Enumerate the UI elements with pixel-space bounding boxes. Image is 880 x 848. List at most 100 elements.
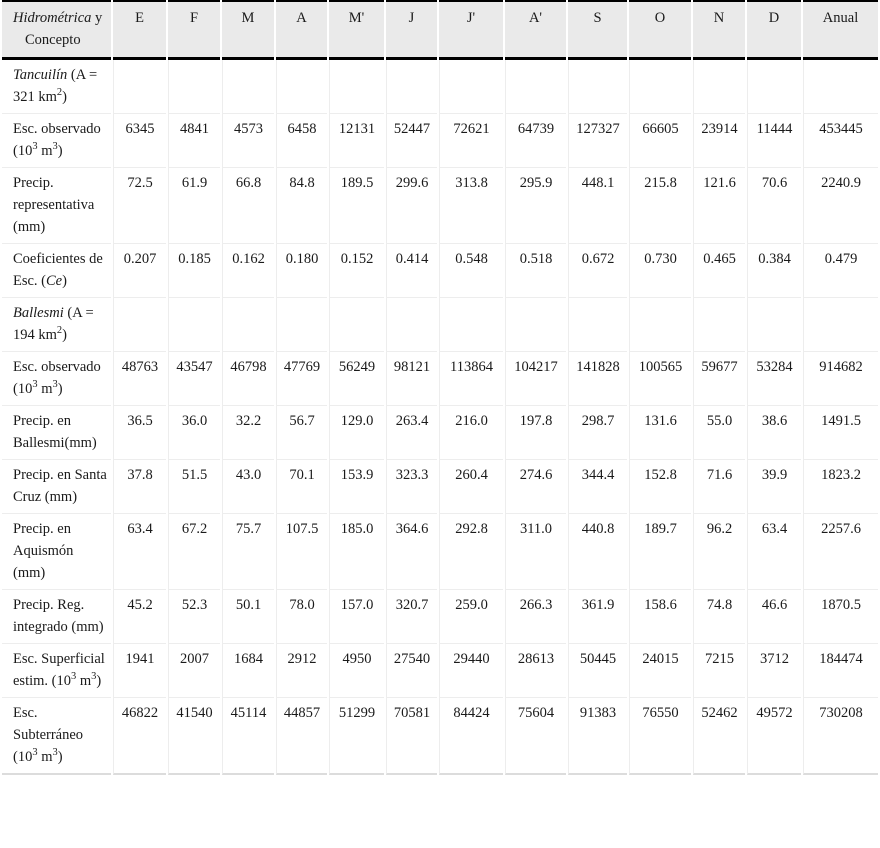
value-cell: 64739 <box>505 114 566 168</box>
value-cell: 45.2 <box>113 590 166 644</box>
value-cell: 24015 <box>629 644 691 698</box>
value-cell: 43547 <box>168 352 220 406</box>
value-cell: 295.9 <box>505 168 566 244</box>
value-cell: 1823.2 <box>803 460 878 514</box>
value-cell: 157.0 <box>329 590 384 644</box>
table-row: Esc. Subterráneo (103 m3) 46822 41540 45114… <box>2 698 878 775</box>
value-cell <box>568 60 627 114</box>
value-cell: 38.6 <box>747 406 801 460</box>
value-cell: 2912 <box>276 644 327 698</box>
value-cell <box>222 60 274 114</box>
value-cell <box>386 298 437 352</box>
value-cell: 52447 <box>386 114 437 168</box>
value-cell: 453445 <box>803 114 878 168</box>
value-cell: 43.0 <box>222 460 274 514</box>
value-cell: 0.185 <box>168 244 220 298</box>
value-cell: 46798 <box>222 352 274 406</box>
value-cell: 78.0 <box>276 590 327 644</box>
value-cell: 216.0 <box>439 406 503 460</box>
value-cell <box>439 298 503 352</box>
value-cell: 0.152 <box>329 244 384 298</box>
value-cell: 39.9 <box>747 460 801 514</box>
value-cell: 299.6 <box>386 168 437 244</box>
table-row: Esc. observado (103 m3) 48763 43547 46798 47… <box>2 352 878 406</box>
value-cell: 189.7 <box>629 514 691 590</box>
table-row: Precip. en Aquismón (mm) 63.4 67.2 75.7 107.… <box>2 514 878 590</box>
value-cell: 0.465 <box>693 244 745 298</box>
row-label: Tancuilín (A = 321 km2) <box>2 60 111 114</box>
table-row: Precip. en Santa Cruz (mm) 37.8 51.5 43.0 70… <box>2 460 878 514</box>
value-cell <box>439 60 503 114</box>
value-cell: 263.4 <box>386 406 437 460</box>
value-cell: 98121 <box>386 352 437 406</box>
value-cell: 52.3 <box>168 590 220 644</box>
row-label: Coeficientes de Esc. (Ce) <box>2 244 111 298</box>
value-cell: 61.9 <box>168 168 220 244</box>
value-cell: 49572 <box>747 698 801 775</box>
value-cell <box>386 60 437 114</box>
value-cell: 127327 <box>568 114 627 168</box>
value-cell: 185.0 <box>329 514 384 590</box>
value-cell: 364.6 <box>386 514 437 590</box>
value-cell: 76550 <box>629 698 691 775</box>
header-col-7: A' <box>505 0 566 60</box>
value-cell: 29440 <box>439 644 503 698</box>
row-label: Esc. observado (103 m3) <box>2 352 111 406</box>
header-col-0: E <box>113 0 166 60</box>
value-cell: 53284 <box>747 352 801 406</box>
value-cell: 153.9 <box>329 460 384 514</box>
value-cell: 189.5 <box>329 168 384 244</box>
value-cell: 70.6 <box>747 168 801 244</box>
header-col-11: D <box>747 0 801 60</box>
value-cell: 4841 <box>168 114 220 168</box>
value-cell: 46.6 <box>747 590 801 644</box>
value-cell <box>803 60 878 114</box>
table-row: Coeficientes de Esc. (Ce) 0.207 0.185 0.162… <box>2 244 878 298</box>
value-cell: 84.8 <box>276 168 327 244</box>
table-row: Esc. Superficial estim. (103 m3) 1941 2007… <box>2 644 878 698</box>
value-cell: 32.2 <box>222 406 274 460</box>
header-col-5: J <box>386 0 437 60</box>
value-cell <box>747 298 801 352</box>
value-cell: 100565 <box>629 352 691 406</box>
value-cell: 184474 <box>803 644 878 698</box>
header-col-anual: Anual <box>803 0 878 60</box>
value-cell: 0.180 <box>276 244 327 298</box>
table-row: Esc. observado (103 m3) 6345 4841 4573 6458 1… <box>2 114 878 168</box>
value-cell: 440.8 <box>568 514 627 590</box>
value-cell: 7215 <box>693 644 745 698</box>
value-cell <box>747 60 801 114</box>
value-cell: 0.730 <box>629 244 691 298</box>
value-cell <box>505 60 566 114</box>
header-col-8: S <box>568 0 627 60</box>
value-cell: 84424 <box>439 698 503 775</box>
value-cell: 4573 <box>222 114 274 168</box>
header-concept-cell: Hidrométrica y Concepto <box>2 0 111 60</box>
value-cell: 56.7 <box>276 406 327 460</box>
value-cell: 47769 <box>276 352 327 406</box>
value-cell: 0.414 <box>386 244 437 298</box>
value-cell: 298.7 <box>568 406 627 460</box>
value-cell: 0.384 <box>747 244 801 298</box>
value-cell: 48763 <box>113 352 166 406</box>
row-label: Precip. en Santa Cruz (mm) <box>2 460 111 514</box>
value-cell <box>276 298 327 352</box>
value-cell: 0.672 <box>568 244 627 298</box>
value-cell <box>329 298 384 352</box>
value-cell: 51.5 <box>168 460 220 514</box>
value-cell <box>693 60 745 114</box>
value-cell: 6458 <box>276 114 327 168</box>
value-cell: 37.8 <box>113 460 166 514</box>
value-cell <box>505 298 566 352</box>
value-cell: 274.6 <box>505 460 566 514</box>
value-cell <box>629 298 691 352</box>
value-cell: 131.6 <box>629 406 691 460</box>
value-cell: 50.1 <box>222 590 274 644</box>
value-cell: 2007 <box>168 644 220 698</box>
value-cell: 2240.9 <box>803 168 878 244</box>
value-cell <box>168 298 220 352</box>
value-cell: 28613 <box>505 644 566 698</box>
value-cell: 104217 <box>505 352 566 406</box>
value-cell: 72621 <box>439 114 503 168</box>
value-cell: 152.8 <box>629 460 691 514</box>
